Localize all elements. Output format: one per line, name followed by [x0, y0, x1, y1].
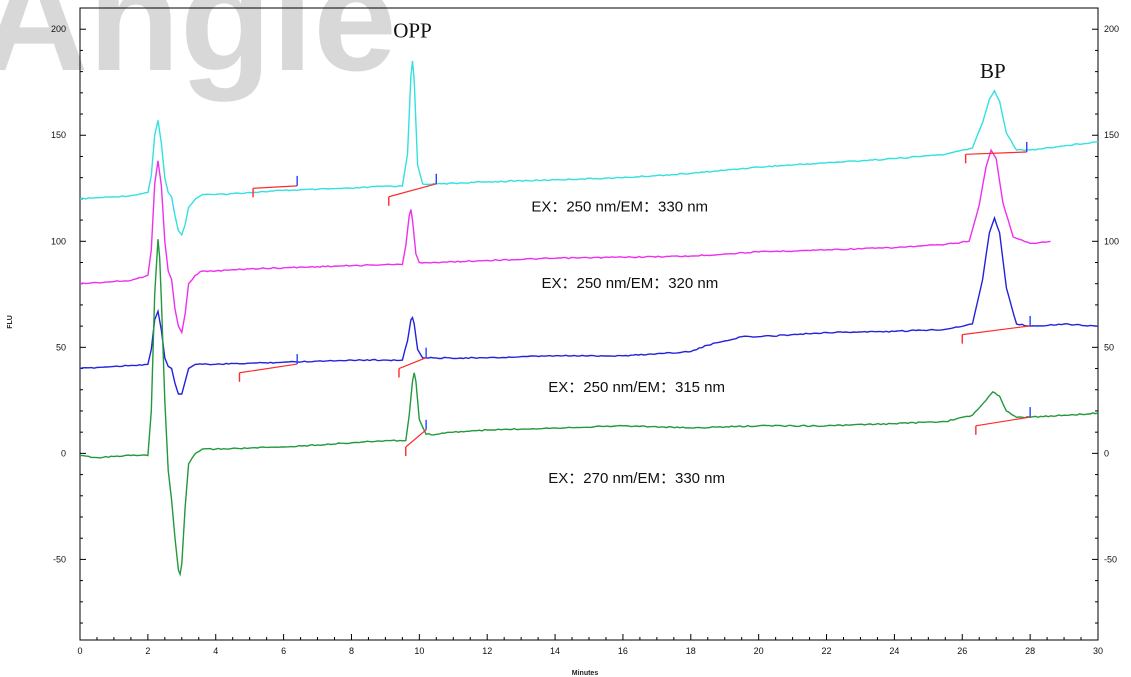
- x-tick-label: 12: [482, 646, 492, 656]
- x-tick-label: 16: [618, 646, 628, 656]
- x-tick-label: 6: [281, 646, 286, 656]
- y-right-tick-label: 100: [1104, 236, 1119, 246]
- y-right-tick-label: 150: [1104, 130, 1119, 140]
- x-tick-label: 2: [145, 646, 150, 656]
- x-tick-label: 14: [550, 646, 560, 656]
- integration-markers: [238, 141, 1031, 457]
- annotations: EX：250 nm/EM：330 nm EX：250 nm/EM：320 nm EX…: [393, 19, 1005, 487]
- x-tick-label: 10: [414, 646, 424, 656]
- x-tick-label: 20: [754, 646, 764, 656]
- condition-label: EX：250 nm/EM：320 nm: [541, 275, 718, 292]
- y-left-tick-label: 50: [56, 342, 66, 352]
- y-right-tick-label: 50: [1104, 342, 1114, 352]
- y-left-tick-label: 200: [51, 24, 66, 34]
- x-tick-label: 4: [213, 646, 218, 656]
- trace-line: [79, 148, 1051, 335]
- baseline-segment: [239, 363, 298, 374]
- x-tick-label: 30: [1093, 646, 1103, 656]
- peak-label: OPP: [393, 19, 432, 43]
- y-left-tick-label: 150: [51, 130, 66, 140]
- y-right-tick-label: 200: [1104, 24, 1119, 34]
- plot-area: [79, 7, 1099, 641]
- x-tick-label: 0: [77, 646, 82, 656]
- y-right-tick-label: -50: [1104, 554, 1117, 564]
- x-tick-label: 22: [822, 646, 832, 656]
- x-axis-title: Minutes: [572, 670, 599, 677]
- x-tick-label: 8: [349, 646, 354, 656]
- peak-label: BP: [980, 59, 1006, 83]
- y-left-tick-label: 100: [51, 236, 66, 246]
- x-tick-label: 26: [957, 646, 967, 656]
- trace-line: [79, 215, 1099, 395]
- baseline-segment: [253, 185, 298, 189]
- baseline-segment: [388, 183, 437, 198]
- y-left-tick-label: 0: [61, 448, 66, 458]
- y-axis-title: FLU: [7, 315, 14, 329]
- tick-labels: 0 2 4 6 8 10 12 14 16 18 20 22 24 26 28 30-50 -500 050 501…: [51, 24, 1119, 656]
- baseline-segment: [398, 357, 427, 370]
- traces: [79, 60, 1099, 577]
- watermark-text: Angle: [0, 0, 397, 102]
- baseline-segment: [975, 416, 1031, 427]
- y-left-tick-label: -50: [53, 554, 66, 564]
- baseline-segment: [405, 429, 427, 448]
- y-right-tick-label: 0: [1104, 448, 1109, 458]
- trace-line: [79, 60, 1099, 237]
- x-tick-label: 24: [889, 646, 899, 656]
- condition-label: EX：270 nm/EM：330 nm: [548, 470, 725, 487]
- condition-label: EX：250 nm/EM：330 nm: [531, 199, 708, 216]
- x-tick-label: 18: [686, 646, 696, 656]
- axis-ticks: [79, 7, 1099, 640]
- x-tick-label: 28: [1025, 646, 1035, 656]
- baseline-segment: [962, 325, 1031, 336]
- condition-label: EX：250 nm/EM：315 nm: [548, 379, 725, 396]
- trace-line: [79, 239, 1099, 577]
- baseline-segment: [965, 151, 1027, 155]
